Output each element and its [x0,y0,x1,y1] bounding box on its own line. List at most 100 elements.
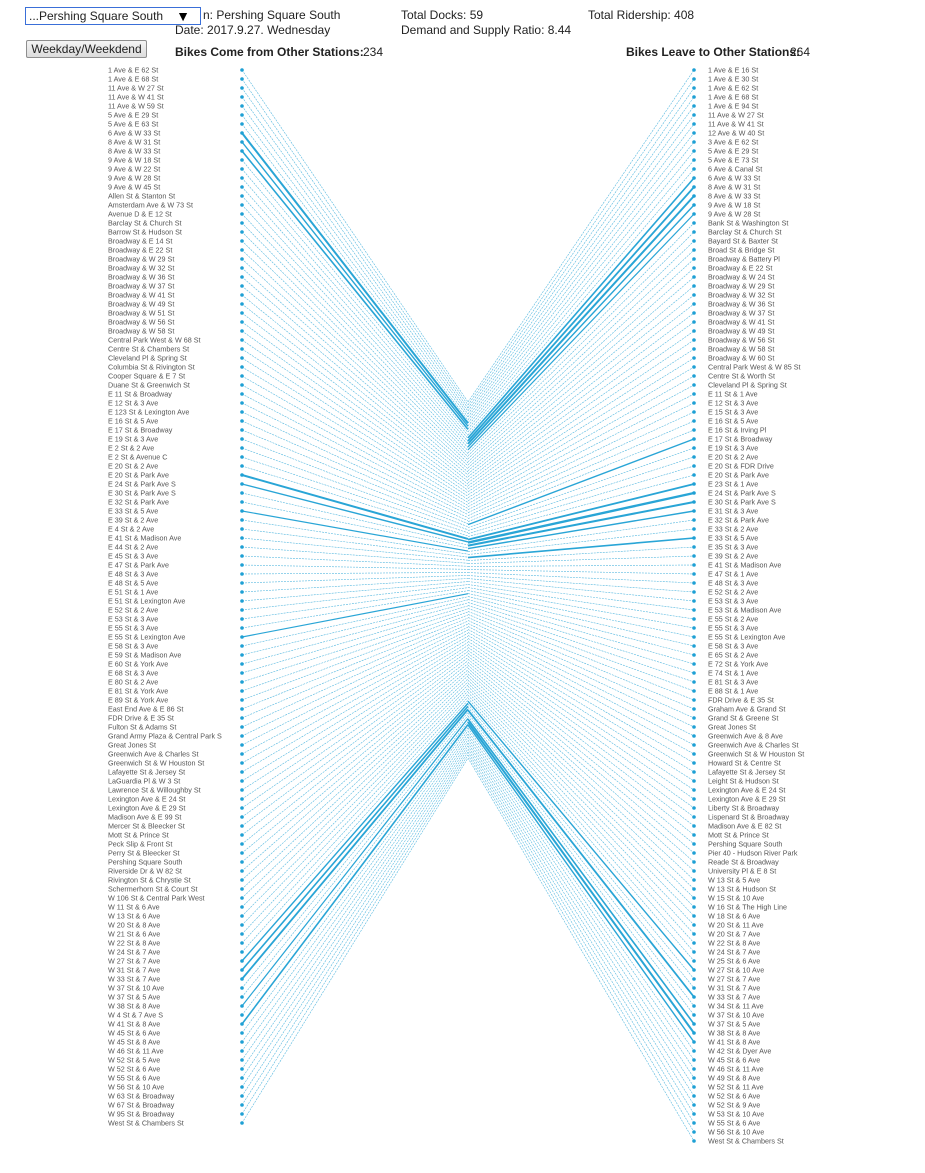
incoming-station-dot[interactable] [240,383,244,387]
outgoing-station-dot[interactable] [692,266,696,270]
outgoing-station-label[interactable]: E 17 St & Broadway [708,435,773,444]
outgoing-station-label[interactable]: W 20 St & 11 Ave [708,921,764,930]
incoming-station-label[interactable]: Barclay St & Church St [108,219,182,228]
incoming-station-label[interactable]: E 52 St & 2 Ave [108,606,158,615]
incoming-station-dot[interactable] [240,698,244,702]
incoming-station-label[interactable]: W 24 St & 7 Ave [108,948,160,957]
outgoing-station-label[interactable]: E 81 St & 3 Ave [708,678,758,687]
incoming-station-dot[interactable] [240,536,244,540]
outgoing-station-dot[interactable] [692,401,696,405]
outgoing-station-label[interactable]: Broadway & W 49 St [708,327,774,336]
outgoing-station-dot[interactable] [692,797,696,801]
outgoing-station-label[interactable]: E 41 St & Madison Ave [708,561,781,570]
incoming-station-label[interactable]: E 80 St & 2 Ave [108,678,158,687]
incoming-station-dot[interactable] [240,905,244,909]
outgoing-station-label[interactable]: Greenwich Ave & Charles St [708,741,799,750]
incoming-station-label[interactable]: 1 Ave & E 68 St [108,75,158,84]
incoming-station-label[interactable]: FDR Drive & E 35 St [108,714,174,723]
incoming-station-dot[interactable] [240,86,244,90]
outgoing-station-label[interactable]: Grand St & Greene St [708,714,778,723]
outgoing-station-dot[interactable] [692,1040,696,1044]
incoming-station-dot[interactable] [240,185,244,189]
incoming-station-dot[interactable] [240,671,244,675]
incoming-station-dot[interactable] [240,347,244,351]
outgoing-station-label[interactable]: E 31 St & 3 Ave [708,507,758,516]
incoming-station-dot[interactable] [240,527,244,531]
outgoing-station-label[interactable]: E 55 St & 3 Ave [708,624,758,633]
incoming-station-label[interactable]: E 55 St & 3 Ave [108,624,158,633]
incoming-station-dot[interactable] [240,302,244,306]
incoming-station-dot[interactable] [240,689,244,693]
outgoing-station-dot[interactable] [692,1031,696,1035]
outgoing-station-dot[interactable] [692,581,696,585]
incoming-station-dot[interactable] [240,464,244,468]
incoming-station-label[interactable]: 9 Ave & W 18 St [108,156,160,165]
incoming-station-label[interactable]: W 4 St & 7 Ave S [108,1011,163,1020]
outgoing-station-label[interactable]: 1 Ave & E 30 St [708,75,758,84]
incoming-station-label[interactable]: E 44 St & 2 Ave [108,543,158,552]
outgoing-station-label[interactable]: E 19 St & 3 Ave [708,444,758,453]
outgoing-station-label[interactable]: W 37 St & 5 Ave [708,1020,760,1029]
incoming-station-dot[interactable] [240,482,244,486]
incoming-station-dot[interactable] [240,923,244,927]
outgoing-station-dot[interactable] [692,77,696,81]
incoming-station-label[interactable]: Greenwich St & W Houston St [108,759,204,768]
incoming-station-label[interactable]: E 60 St & York Ave [108,660,168,669]
outgoing-station-label[interactable]: Broadway & W 56 St [708,336,774,345]
incoming-station-dot[interactable] [240,401,244,405]
outgoing-station-label[interactable]: W 33 St & 7 Ave [708,993,760,1002]
outgoing-station-dot[interactable] [692,410,696,414]
incoming-station-dot[interactable] [240,608,244,612]
outgoing-station-dot[interactable] [692,1013,696,1017]
outgoing-station-label[interactable]: W 25 St & 6 Ave [708,957,760,966]
incoming-station-label[interactable]: Lafayette St & Jersey St [108,768,185,777]
outgoing-station-label[interactable]: 6 Ave & Canal St [708,165,762,174]
incoming-station-label[interactable]: W 20 St & 8 Ave [108,921,160,930]
incoming-station-label[interactable]: Greenwich Ave & Charles St [108,750,199,759]
outgoing-station-label[interactable]: W 27 St & 7 Ave [708,975,760,984]
incoming-station-label[interactable]: Broadway & W 49 St [108,300,174,309]
incoming-station-label[interactable]: Perry St & Bleecker St [108,849,180,858]
incoming-station-dot[interactable] [240,257,244,261]
outgoing-station-label[interactable]: W 53 St & 10 Ave [708,1110,764,1119]
outgoing-station-dot[interactable] [692,995,696,999]
incoming-station-label[interactable]: W 27 St & 7 Ave [108,957,160,966]
outgoing-station-label[interactable]: Barclay St & Church St [708,228,782,237]
outgoing-station-dot[interactable] [692,203,696,207]
outgoing-station-label[interactable]: E 55 St & Lexington Ave [708,633,785,642]
outgoing-station-label[interactable]: W 38 St & 8 Ave [708,1029,760,1038]
incoming-station-label[interactable]: E 48 St & 5 Ave [108,579,158,588]
outgoing-station-label[interactable]: E 16 St & Irving Pl [708,426,767,435]
incoming-station-dot[interactable] [240,770,244,774]
outgoing-station-label[interactable]: W 52 St & 6 Ave [708,1092,760,1101]
outgoing-station-label[interactable]: Mott St & Prince St [708,831,769,840]
incoming-station-label[interactable]: E 2 St & 2 Ave [108,444,154,453]
outgoing-station-label[interactable]: 1 Ave & E 62 St [708,84,758,93]
outgoing-station-dot[interactable] [692,959,696,963]
outgoing-station-dot[interactable] [692,941,696,945]
outgoing-station-dot[interactable] [692,392,696,396]
outgoing-station-dot[interactable] [692,149,696,153]
outgoing-station-dot[interactable] [692,788,696,792]
outgoing-station-label[interactable]: W 45 St & 6 Ave [708,1056,760,1065]
incoming-station-dot[interactable] [240,626,244,630]
outgoing-station-dot[interactable] [692,500,696,504]
incoming-station-label[interactable]: East End Ave & E 86 St [108,705,183,714]
incoming-station-label[interactable]: W 11 St & 6 Ave [108,903,160,912]
outgoing-station-label[interactable]: W 13 St & Hudson St [708,885,776,894]
outgoing-station-label[interactable]: E 12 St & 3 Ave [708,399,758,408]
incoming-station-dot[interactable] [240,1085,244,1089]
incoming-station-dot[interactable] [240,167,244,171]
outgoing-station-dot[interactable] [692,1004,696,1008]
incoming-station-dot[interactable] [240,635,244,639]
incoming-station-dot[interactable] [240,113,244,117]
incoming-station-dot[interactable] [240,1004,244,1008]
incoming-station-dot[interactable] [240,833,244,837]
incoming-station-dot[interactable] [240,662,244,666]
outgoing-station-dot[interactable] [692,356,696,360]
incoming-station-label[interactable]: 9 Ave & W 22 St [108,165,160,174]
incoming-station-dot[interactable] [240,311,244,315]
outgoing-station-dot[interactable] [692,1121,696,1125]
outgoing-station-dot[interactable] [692,509,696,513]
incoming-station-label[interactable]: E 30 St & Park Ave S [108,489,176,498]
